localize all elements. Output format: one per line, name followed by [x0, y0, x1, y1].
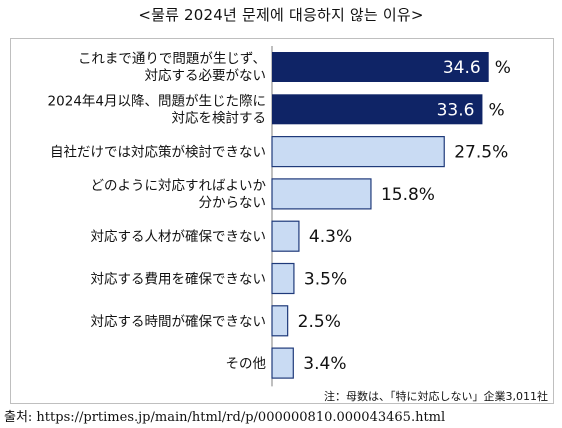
data-label: 4.3% [309, 227, 352, 247]
bar [272, 94, 483, 125]
chart-note: 注：母数は、「特に対応しない」企業3,011社 [324, 390, 548, 403]
data-label: 34.6 [443, 58, 481, 78]
bar [271, 262, 295, 295]
data-label: 2.5% [298, 312, 341, 332]
data-label: 33.6 [437, 100, 475, 120]
data-label: 3.5% [304, 270, 347, 290]
chart-title: <물류 2024년 문제에 대응하지 않는 이유> [138, 6, 424, 24]
bar [271, 136, 445, 168]
data-label: 3.4% [303, 354, 346, 374]
category-label: どのように対応すればよいか [91, 178, 267, 194]
data-label: 15.8% [381, 185, 435, 205]
category-label: 分からない [199, 195, 267, 211]
bar [272, 52, 489, 82]
chart-frame [10, 38, 554, 404]
bar [271, 305, 289, 337]
data-label: 27.5% [454, 143, 508, 163]
category-label: 対応を検討する [172, 110, 267, 126]
category-label: 対応する人材が確保できない [91, 229, 267, 245]
category-label: これまで通りで問題が生じず、 [78, 51, 266, 67]
bar [271, 347, 294, 379]
category-label: 自社だけでは対応策が検討できない [50, 144, 266, 161]
bar [271, 220, 300, 252]
category-label: 2024年4月以降、問題が生じた際に [48, 93, 266, 109]
source-citation: 출처: https://prtimes.jp/main/html/rd/p/00… [4, 410, 446, 425]
category-label: 対応する費用を確保できない [91, 272, 267, 288]
percent-sign: % [495, 58, 511, 78]
category-label: 対応する必要がない [145, 68, 267, 84]
category-label: 対応する時間が確保できない [91, 314, 267, 330]
bar [271, 178, 372, 210]
category-label: その他 [226, 356, 267, 372]
percent-sign: % [488, 100, 504, 120]
